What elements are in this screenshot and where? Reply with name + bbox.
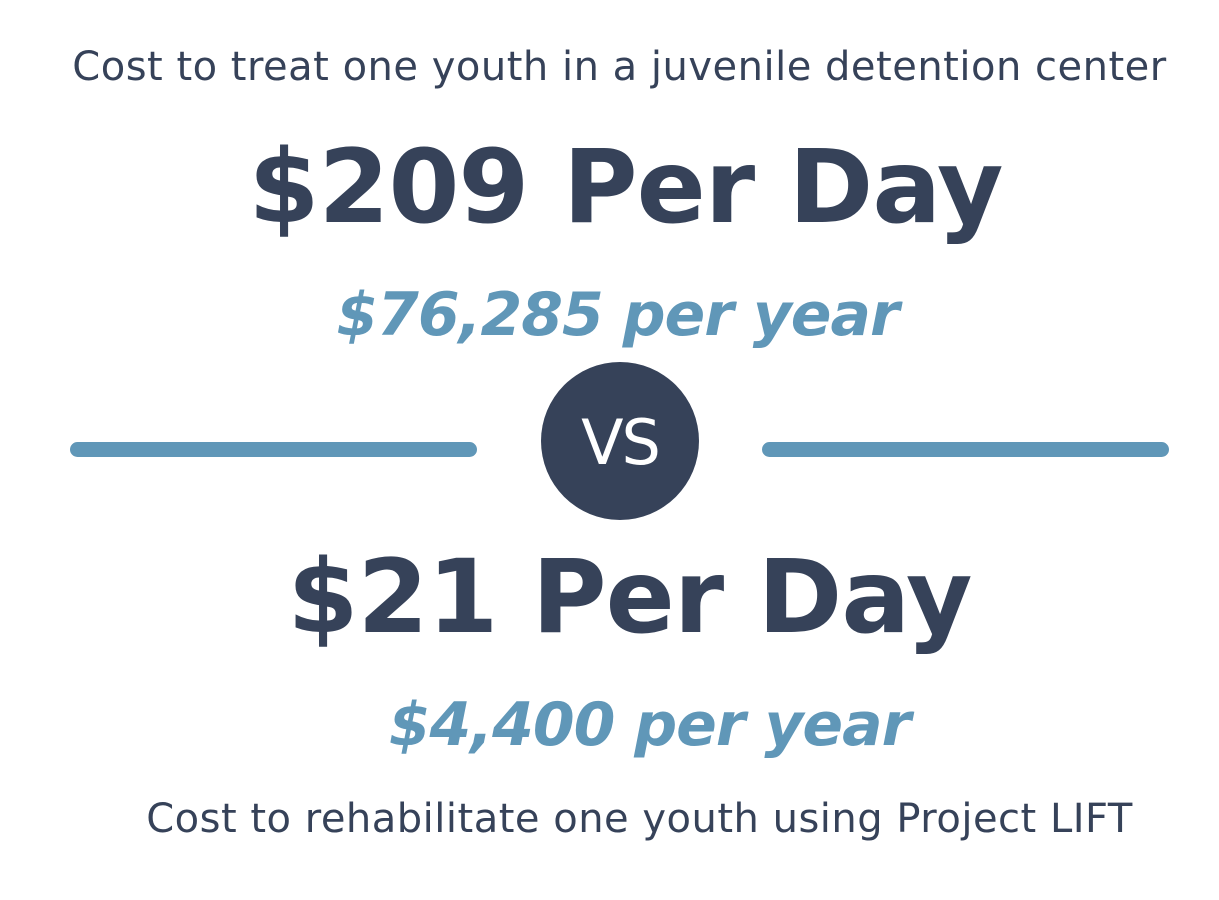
right-divider-line xyxy=(762,442,1169,457)
bottom-caption: Cost to rehabilitate one youth using Pro… xyxy=(146,796,1133,842)
detention-per-day: $209 Per Day xyxy=(248,128,1004,247)
top-caption: Cost to treat one youth in a juvenile de… xyxy=(72,44,1167,90)
vs-badge: VS xyxy=(541,362,699,520)
project-lift-per-year: $4,400 per year xyxy=(388,690,911,760)
project-lift-per-day: $21 Per Day xyxy=(287,538,972,657)
vs-label: VS xyxy=(581,405,661,479)
detention-per-year: $76,285 per year xyxy=(336,280,899,350)
left-divider-line xyxy=(70,442,477,457)
